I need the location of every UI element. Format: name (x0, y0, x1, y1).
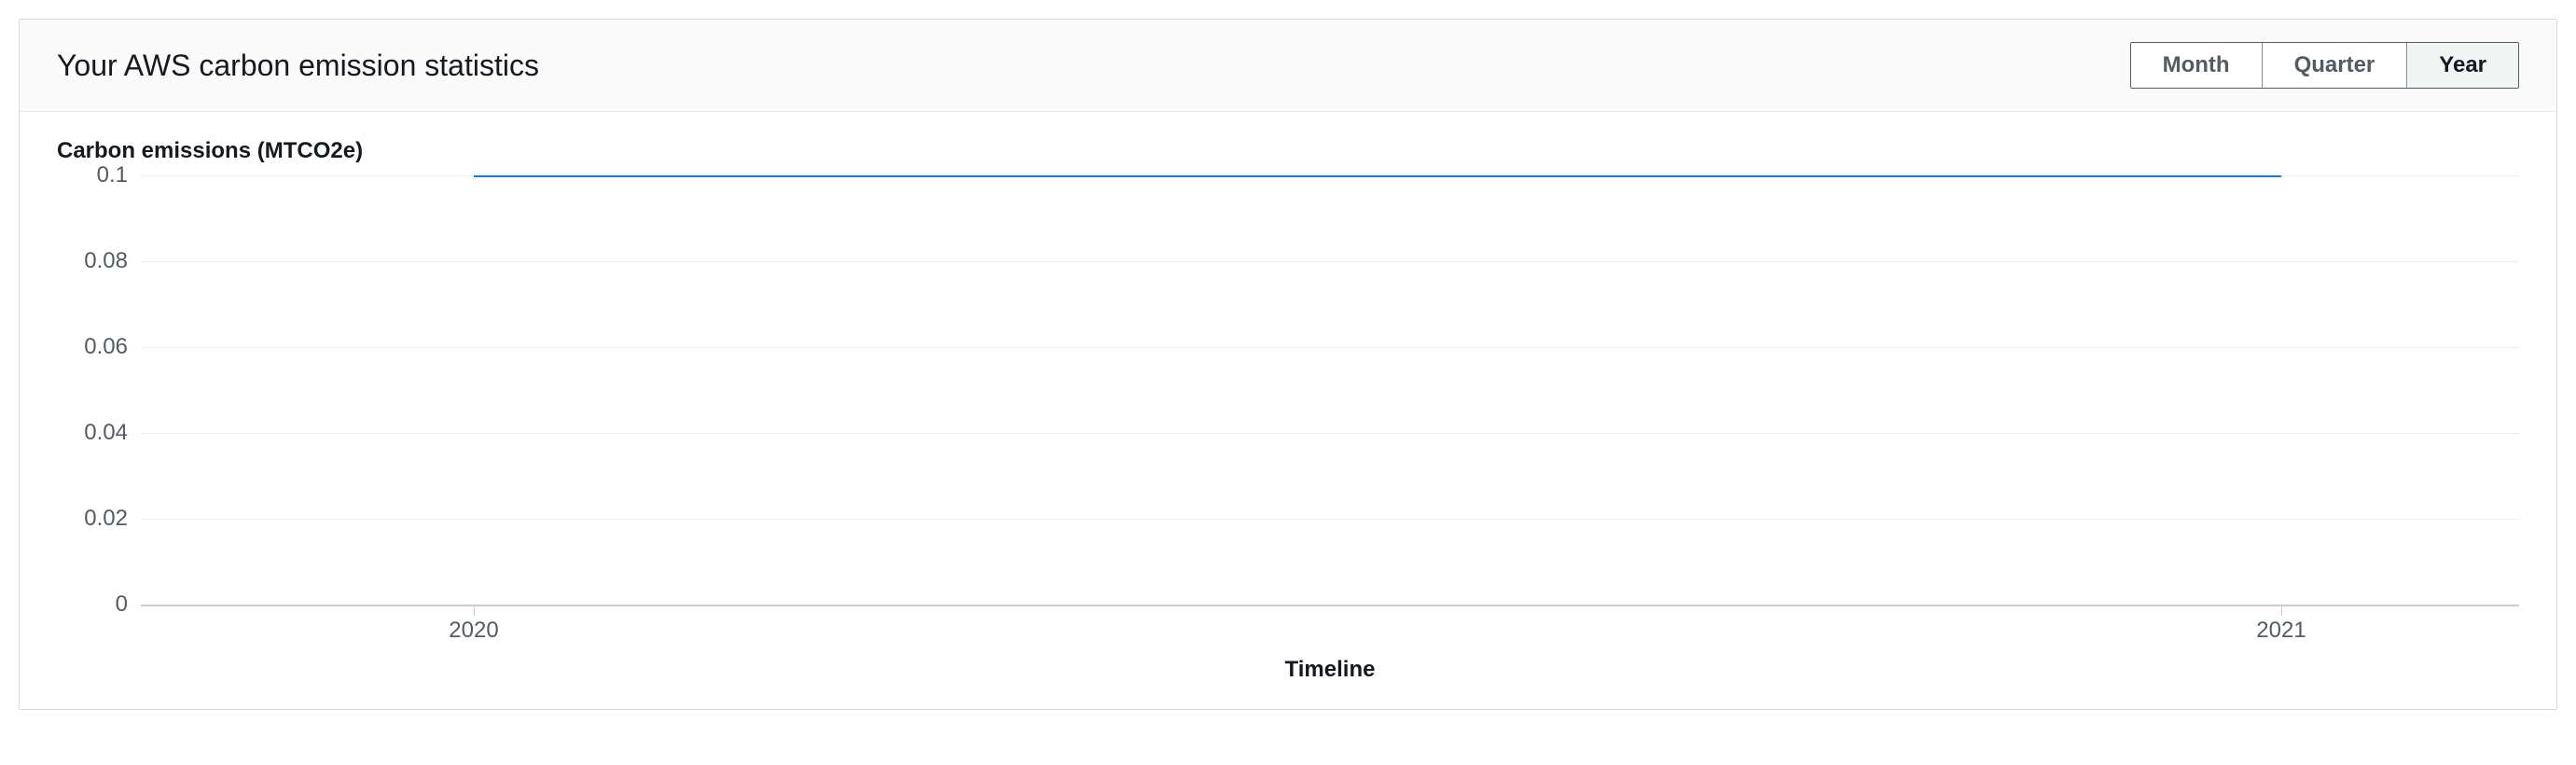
gridline (141, 519, 2519, 520)
range-option-quarter[interactable]: Quarter (2263, 43, 2408, 88)
panel-body: Carbon emissions (MTCO2e) 00.020.040.060… (20, 112, 2556, 709)
gridline (141, 261, 2519, 262)
x-tick-label: 2021 (2256, 618, 2306, 644)
x-axis-title: Timeline (141, 657, 2519, 683)
chart-plot-area: 00.020.040.060.080.120202021 (141, 175, 2519, 605)
gridline (141, 433, 2519, 434)
gridline (141, 347, 2519, 348)
y-tick-label: 0.06 (84, 334, 141, 360)
x-tick (2281, 605, 2282, 616)
x-tick (474, 605, 475, 616)
x-tick-label: 2020 (449, 618, 498, 644)
panel-title: Your AWS carbon emission statistics (57, 49, 539, 83)
y-tick-label: 0.1 (97, 162, 141, 188)
y-tick-label: 0.04 (84, 420, 141, 446)
range-option-month[interactable]: Month (2131, 43, 2263, 88)
carbon-stats-panel: Your AWS carbon emission statistics Mont… (19, 19, 2557, 710)
chart: 00.020.040.060.080.120202021 Timeline (57, 175, 2519, 683)
panel-header: Your AWS carbon emission statistics Mont… (20, 20, 2556, 112)
time-range-toggle: MonthQuarterYear (2130, 42, 2519, 89)
chart-title: Carbon emissions (MTCO2e) (57, 138, 2519, 164)
y-tick-label: 0.02 (84, 506, 141, 532)
range-option-year[interactable]: Year (2407, 43, 2518, 88)
y-tick-label: 0 (116, 591, 141, 618)
series-carbon-segment (474, 175, 2281, 177)
y-tick-label: 0.08 (84, 248, 141, 274)
x-axis-baseline (141, 605, 2519, 606)
